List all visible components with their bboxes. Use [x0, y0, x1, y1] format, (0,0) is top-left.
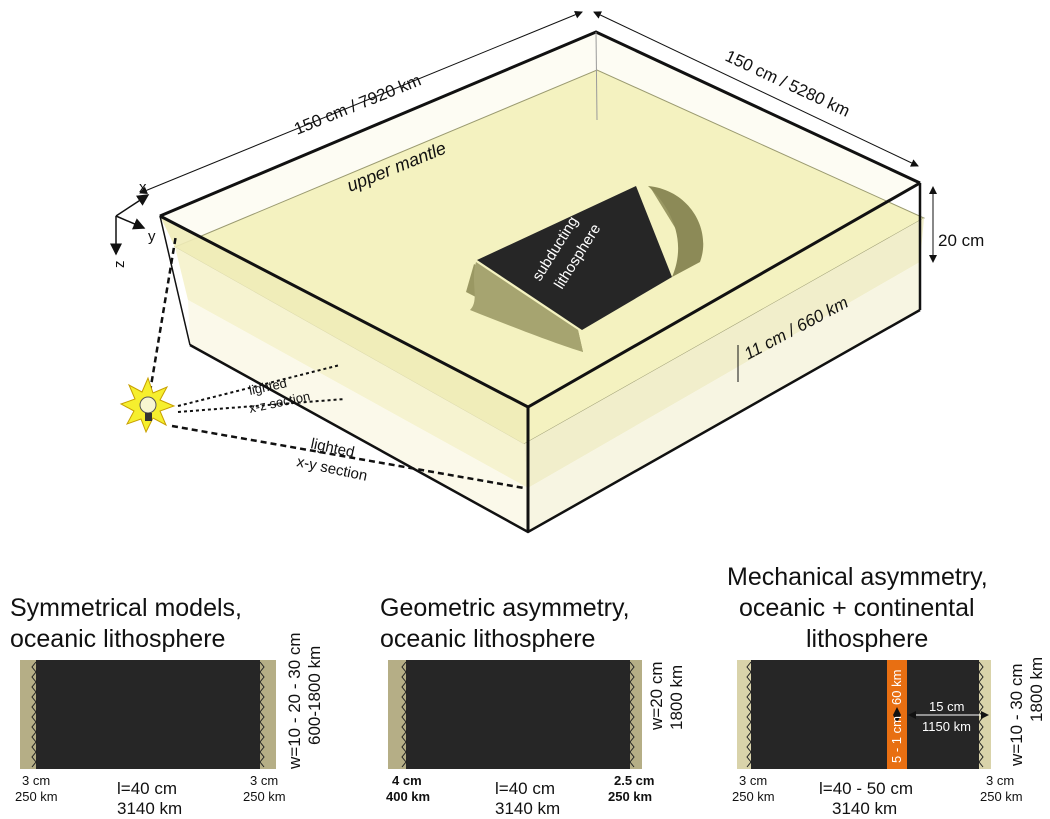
panel-symmetrical: Symmetrical models, oceanic lithosphere …	[10, 594, 324, 818]
panel3-title-line3: lithosphere	[806, 625, 928, 653]
panel2-right-margin	[630, 660, 642, 769]
subducting-lithosphere	[477, 186, 672, 330]
panel2-width-line1: w=20 cm	[647, 662, 666, 732]
slab-right-curl	[648, 186, 704, 277]
panel3-right-margin-line1: 3 cm	[986, 773, 1014, 788]
panel3-continent-line2: 1150 km	[922, 719, 971, 734]
width-dimension	[593, 11, 919, 167]
panel1-right-margin-line2: 250 km	[243, 789, 286, 804]
panel2-title-line1: Geometric asymmetry,	[380, 594, 630, 622]
xz-light-ray-1	[177, 364, 341, 407]
tank-bottom-band-right	[528, 262, 920, 532]
panel2-title-line2: oceanic lithosphere	[380, 625, 595, 653]
panel1-right-zigzag	[259, 661, 265, 768]
panel1-width-line2: 600-1800 km	[305, 646, 324, 745]
panel3-left-margin-line1: 3 cm	[739, 773, 767, 788]
tank-box	[110, 10, 937, 534]
axis-y-line	[115, 215, 146, 230]
panel3-left-zigzag	[746, 661, 752, 768]
panel3-strip-thickness: 5 - 1 cm	[889, 716, 904, 763]
panel2-right-margin-line2: 250 km	[608, 789, 652, 804]
mantle-right-body	[524, 218, 924, 488]
panel2-length-line1: l=40 cm	[495, 779, 555, 798]
box-edge-vertical-left	[159, 215, 191, 346]
panel3-title-line2: oceanic + continental	[739, 594, 975, 622]
panel3-width-line2: 1800 km	[1027, 657, 1046, 722]
panel3-left-margin-line2: 250 km	[732, 789, 775, 804]
xy-section-label-2: x-y section	[295, 453, 369, 485]
panel3-right-margin-line2: 250 km	[980, 789, 1023, 804]
mantle-left-body	[175, 247, 528, 488]
panel1-length-line2: 3140 km	[117, 799, 182, 818]
panel1-left-margin-line1: 3 cm	[22, 773, 50, 788]
light-bulb-icon	[119, 376, 176, 434]
panel3-title-line1: Mechanical asymmetry,	[727, 563, 988, 591]
axis-y-label: y	[148, 228, 156, 245]
slab-left-curl	[470, 262, 583, 352]
box-edge-bottom	[189, 308, 921, 534]
panel1-left-margin-line2: 250 km	[15, 789, 58, 804]
length-dimension	[139, 10, 583, 195]
xz-light-ray-2	[177, 398, 346, 413]
panel-geometric: Geometric asymmetry, oceanic lithosphere…	[380, 594, 686, 818]
panel2-right-zigzag	[629, 661, 635, 768]
panel1-length-line1: l=40 cm	[117, 779, 177, 798]
mantle-front-face	[160, 216, 528, 444]
panel2-width-line2: 1800 km	[667, 665, 686, 730]
axes-triad	[110, 194, 150, 256]
panel3-continent-line1: 15 cm	[929, 699, 964, 714]
panel1-left-zigzag	[31, 661, 37, 768]
panel1-title-line2: oceanic lithosphere	[10, 625, 225, 653]
xy-light-ray-1	[148, 234, 178, 393]
panel2-left-margin	[388, 660, 406, 769]
panel2-left-zigzag	[401, 661, 407, 768]
axis-z-label: z	[111, 261, 128, 269]
panel3-length-line1: l=40 - 50 cm	[819, 779, 913, 798]
panel2-left-margin-line1: 4 cm	[392, 773, 422, 788]
panel2-right-margin-line1: 2.5 cm	[614, 773, 654, 788]
axis-x-line	[115, 194, 150, 217]
panel1-title-line1: Symmetrical models,	[10, 594, 242, 622]
panel2-left-margin-line2: 400 km	[386, 789, 430, 804]
panel2-lithosphere	[406, 660, 630, 769]
panel3-strip-depth: 60 km	[889, 670, 904, 705]
panel1-lithosphere	[36, 660, 260, 769]
panel3-length-line2: 3140 km	[832, 799, 897, 818]
panel3-width-line1: w=10 - 30 cm	[1007, 663, 1026, 767]
axis-x-label: x	[139, 179, 147, 196]
panel-mechanical: Mechanical asymmetry, oceanic + continen…	[727, 563, 1046, 818]
panel1-right-margin-line1: 3 cm	[250, 773, 278, 788]
height-label: 20 cm	[938, 231, 984, 250]
panel1-width-line1: w=10 - 20 - 30 cm	[285, 632, 304, 770]
panel2-length-line2: 3140 km	[495, 799, 560, 818]
